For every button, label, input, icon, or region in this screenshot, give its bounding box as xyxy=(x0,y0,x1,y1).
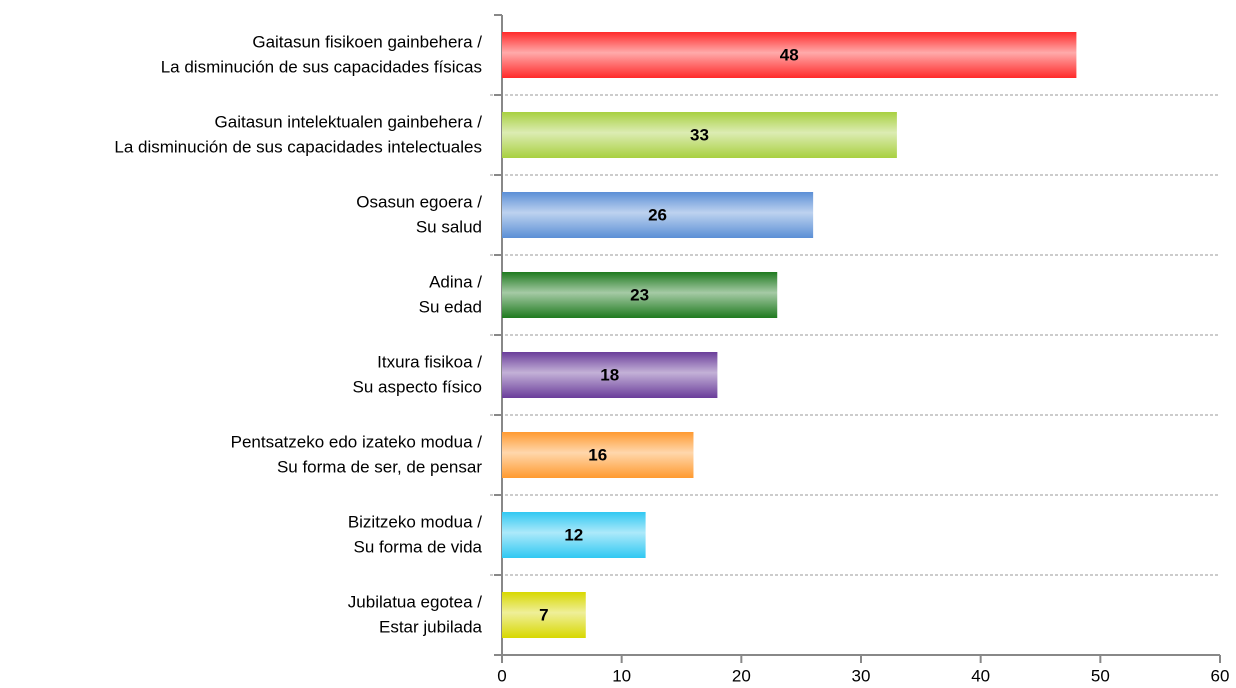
value-label: 12 xyxy=(564,525,583,544)
category-label: Su edad xyxy=(419,297,482,316)
x-tick-label: 10 xyxy=(612,666,631,685)
category-label: Su forma de ser, de pensar xyxy=(277,457,482,476)
bar xyxy=(502,432,694,478)
bar xyxy=(502,592,586,638)
category-label: Bizitzeko modua / xyxy=(348,512,482,531)
category-label: Estar jubilada xyxy=(379,617,483,636)
category-label: Su aspecto físico xyxy=(353,377,482,396)
category-label: La disminución de sus capacidades física… xyxy=(161,57,482,76)
bar xyxy=(502,272,778,318)
category-label: Su forma de vida xyxy=(353,537,482,556)
value-label: 23 xyxy=(630,285,649,304)
bar xyxy=(502,352,718,398)
value-label: 7 xyxy=(539,605,548,624)
x-tick-label: 0 xyxy=(497,666,506,685)
value-label: 33 xyxy=(690,125,709,144)
x-tick-label: 40 xyxy=(971,666,990,685)
x-tick-label: 30 xyxy=(852,666,871,685)
category-label: Gaitasun fisikoen gainbehera / xyxy=(252,32,482,51)
category-label: Pentsatzeko edo izateko modua / xyxy=(231,432,483,451)
value-label: 48 xyxy=(780,45,799,64)
bar xyxy=(502,192,814,238)
bar xyxy=(502,112,897,158)
category-label: Itxura fisikoa / xyxy=(377,352,482,371)
category-label: La disminución de sus capacidades intele… xyxy=(114,137,482,156)
value-label: 16 xyxy=(588,445,607,464)
x-tick-label: 60 xyxy=(1211,666,1230,685)
x-tick-label: 50 xyxy=(1091,666,1110,685)
value-label: 18 xyxy=(600,365,619,384)
category-label: Gaitasun intelektualen gainbehera / xyxy=(215,112,483,131)
category-label: Jubilatua egotea / xyxy=(348,592,482,611)
category-label: Adina / xyxy=(429,272,482,291)
category-label: Osasun egoera / xyxy=(356,192,482,211)
category-label: Su salud xyxy=(416,217,482,236)
bar xyxy=(502,512,646,558)
x-tick-label: 20 xyxy=(732,666,751,685)
value-label: 26 xyxy=(648,205,667,224)
bar xyxy=(502,32,1077,78)
